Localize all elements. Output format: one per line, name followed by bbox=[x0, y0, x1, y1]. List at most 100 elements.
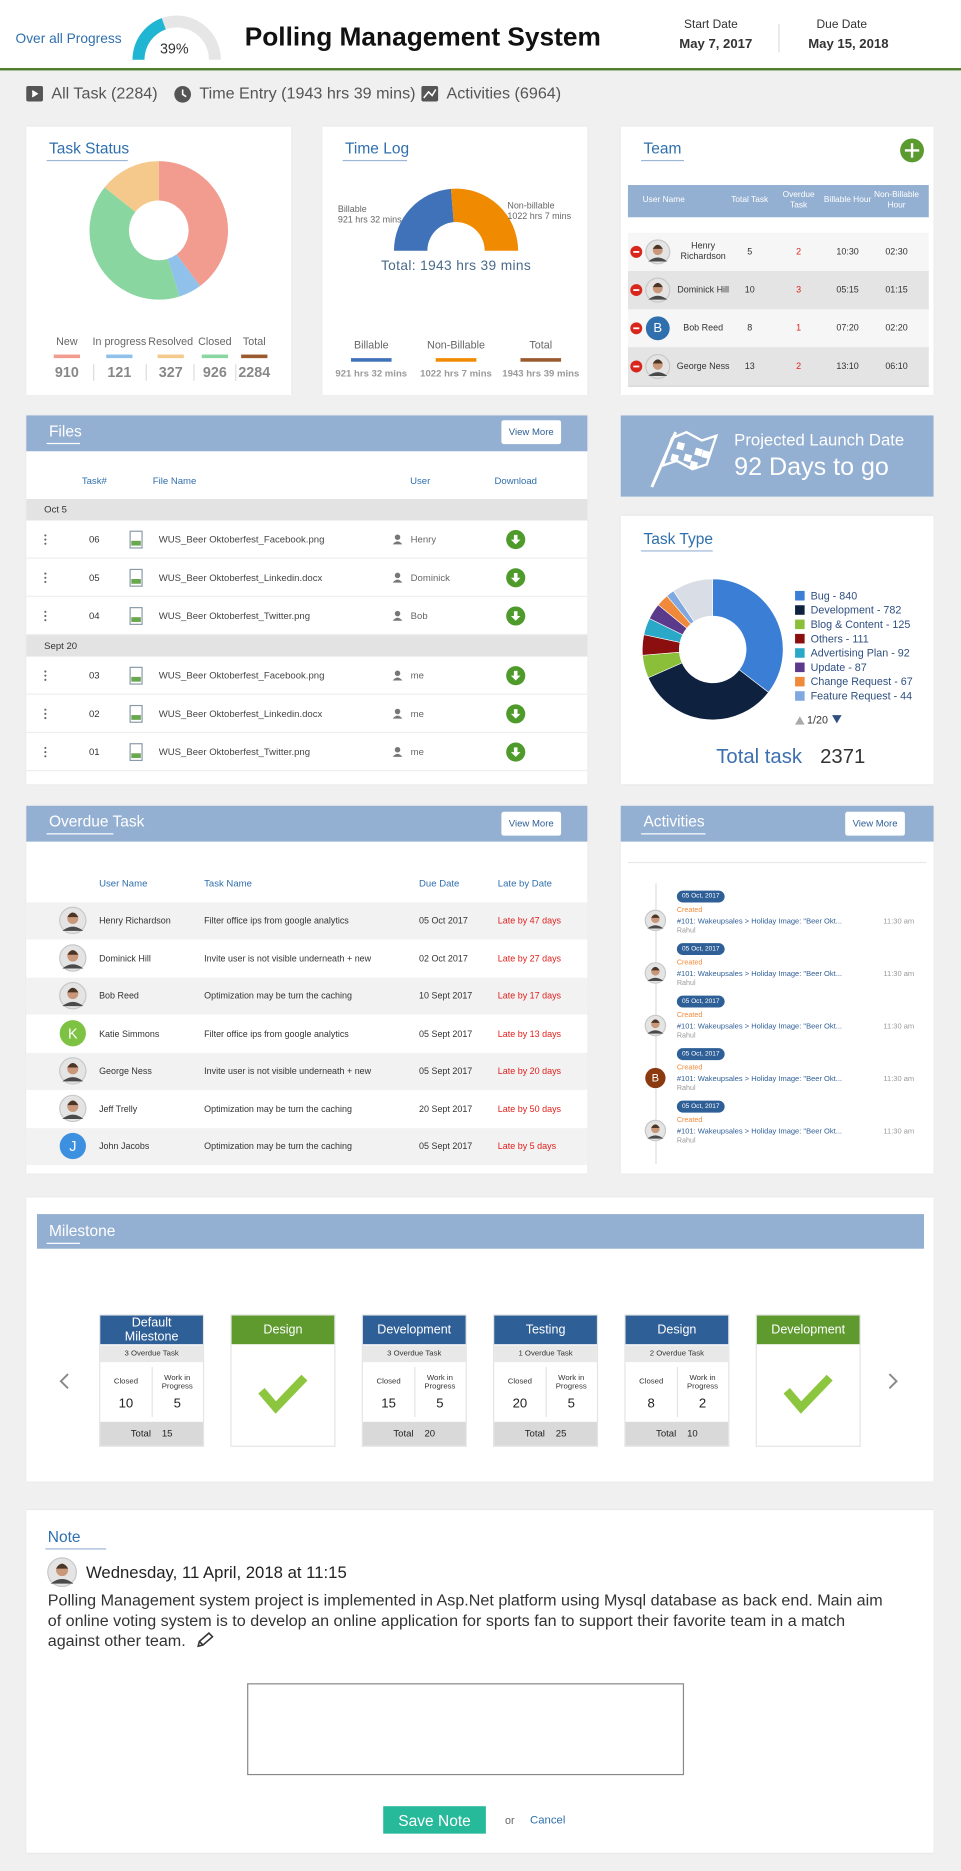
view-more-button[interactable] bbox=[501, 811, 562, 836]
start-date-label: Start Date bbox=[684, 18, 738, 32]
user-name: me bbox=[410, 670, 424, 682]
legend-value: 2284 bbox=[238, 364, 271, 381]
legend-label: Others - 111 bbox=[810, 632, 869, 645]
legend-divider bbox=[145, 364, 147, 381]
team-cell: 2 bbox=[796, 360, 802, 371]
add-button[interactable] bbox=[900, 138, 924, 162]
milestone-name: Development bbox=[771, 1322, 846, 1338]
column-header: Non-Billable Hour bbox=[874, 191, 920, 210]
milestone-name: Testing bbox=[525, 1322, 566, 1338]
avatar-initial: B bbox=[653, 321, 663, 336]
legend-divider bbox=[192, 364, 194, 381]
wip-label: Work in Progress bbox=[424, 1373, 456, 1391]
download-button[interactable] bbox=[506, 666, 525, 685]
download-button[interactable] bbox=[506, 568, 525, 587]
task-number: 06 bbox=[88, 534, 100, 545]
card-title: Team bbox=[643, 139, 682, 157]
view-more-button[interactable] bbox=[501, 420, 562, 445]
legend-name: Total bbox=[529, 339, 553, 351]
activity-time: 11:30 am bbox=[883, 1127, 915, 1136]
download-button[interactable] bbox=[506, 606, 525, 625]
time-log-card bbox=[322, 126, 588, 396]
legend-name: New bbox=[56, 335, 78, 348]
late-by: Late by 20 days bbox=[497, 1065, 562, 1077]
activity-status: Created bbox=[676, 1012, 703, 1020]
late-by: Late by 27 days bbox=[497, 952, 562, 964]
due-date: 05 Sept 2017 bbox=[419, 1065, 473, 1077]
tab-icon bbox=[26, 85, 43, 102]
tab[interactable]: All Task (2284) bbox=[51, 84, 158, 103]
overdue-count: 3 Overdue Task bbox=[124, 1349, 179, 1358]
team-cell: 06:10 bbox=[885, 360, 908, 371]
total-value: 2371 bbox=[820, 744, 866, 768]
activity-text: #101: Wakeupsales > Holiday Image: "Beer… bbox=[676, 1127, 843, 1136]
legend-value: 926 bbox=[202, 364, 227, 381]
legend-value: 910 bbox=[54, 364, 79, 381]
avatar-initial: J bbox=[69, 1137, 77, 1155]
note-input[interactable] bbox=[247, 1683, 685, 1776]
user-name: Henry Richardson bbox=[99, 915, 171, 926]
overdue-count: 1 Overdue Task bbox=[518, 1349, 573, 1358]
column-header: User Name bbox=[642, 196, 685, 205]
row-separator bbox=[26, 693, 588, 695]
save-note-label[interactable]: Save Note bbox=[398, 1810, 471, 1829]
tab[interactable]: Time Entry (1943 hrs 39 mins) bbox=[199, 84, 416, 103]
view-more-label[interactable]: View More bbox=[852, 818, 898, 830]
team-row bbox=[627, 309, 929, 349]
row-separator bbox=[26, 557, 588, 559]
legend-swatch bbox=[795, 676, 805, 687]
row-separator bbox=[26, 633, 588, 636]
closed-label: Closed bbox=[639, 1377, 664, 1387]
start-date: May 7, 2017 bbox=[679, 37, 753, 52]
user-name: Henry bbox=[410, 534, 437, 545]
legend-value: 121 bbox=[107, 364, 132, 381]
row-separator bbox=[26, 595, 588, 597]
team-cell: 13:10 bbox=[836, 360, 859, 371]
overdue-count-bar bbox=[362, 1345, 466, 1363]
view-more-label[interactable]: View More bbox=[508, 426, 554, 438]
milestone-name: Design bbox=[263, 1322, 303, 1338]
avatar-initial: B bbox=[651, 1072, 660, 1084]
task-number: 02 bbox=[88, 708, 100, 720]
tab[interactable]: Activities (6964) bbox=[446, 84, 562, 103]
team-header bbox=[627, 185, 929, 218]
activity-time: 11:30 am bbox=[883, 1075, 915, 1084]
team-cell: 10:30 bbox=[836, 245, 859, 257]
title-underline bbox=[46, 159, 128, 162]
member-name: George Ness bbox=[676, 360, 730, 371]
download-button[interactable] bbox=[506, 704, 525, 723]
activity-status: Created bbox=[676, 1064, 703, 1073]
download-button[interactable] bbox=[506, 743, 525, 762]
view-more-label[interactable]: View More bbox=[508, 818, 554, 830]
column-header: File Name bbox=[152, 475, 197, 487]
date-pill bbox=[676, 1048, 725, 1061]
legend-value: 327 bbox=[158, 364, 183, 381]
user-name: Dominick bbox=[410, 572, 450, 584]
legend-swatch bbox=[795, 648, 805, 658]
task-name: Filter office ips from google analytics bbox=[204, 1027, 349, 1039]
closed-value: 10 bbox=[118, 1396, 134, 1412]
legend-swatch bbox=[157, 354, 184, 359]
team-cell: 02:20 bbox=[885, 321, 908, 333]
edit-icon[interactable] bbox=[195, 1632, 214, 1649]
card-title: Note bbox=[47, 1527, 81, 1546]
late-by: Late by 13 days bbox=[497, 1027, 562, 1039]
next-button[interactable] bbox=[881, 1367, 905, 1396]
legend-name: Resolved bbox=[148, 335, 194, 348]
task-number: 05 bbox=[88, 572, 100, 584]
view-more-button[interactable] bbox=[845, 811, 905, 836]
overdue-count-bar bbox=[494, 1345, 597, 1363]
prev-button[interactable] bbox=[53, 1367, 77, 1396]
cancel-link[interactable]: Cancel bbox=[530, 1813, 566, 1828]
files-card bbox=[26, 415, 588, 785]
download-button[interactable] bbox=[506, 530, 525, 549]
total-label: Total: 1943 hrs 39 mins bbox=[380, 259, 532, 274]
activity-date: 05 Oct, 2017 bbox=[681, 945, 720, 953]
closed-value: 20 bbox=[512, 1396, 528, 1412]
pager[interactable]: 1/20 bbox=[807, 713, 828, 726]
legend-value: 921 hrs 32 mins bbox=[335, 368, 408, 380]
wip-value: 2 bbox=[698, 1396, 707, 1412]
launch-label: Projected Launch Date bbox=[734, 429, 905, 449]
overdue-count: 3 Overdue Task bbox=[387, 1349, 442, 1358]
save-note-button[interactable] bbox=[383, 1806, 486, 1834]
